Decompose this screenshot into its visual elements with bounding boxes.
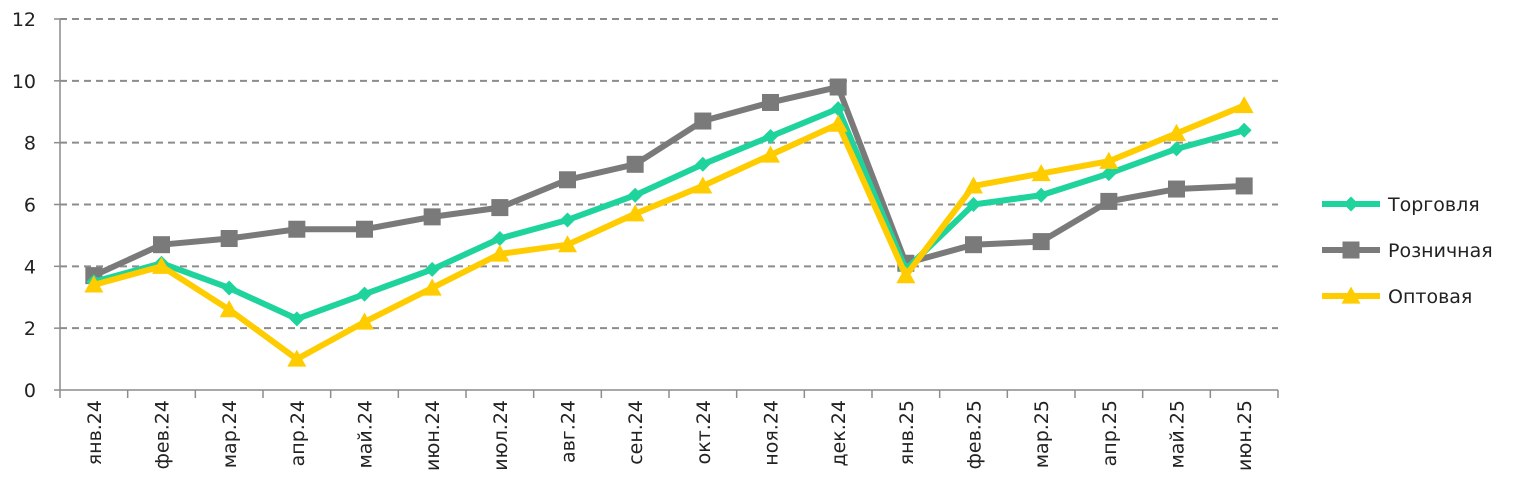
x-tick-label: апр.25 <box>1099 400 1121 466</box>
y-axis-ticks: 0 2 4 6 8 10 12 <box>12 9 60 402</box>
data-point <box>1234 96 1254 114</box>
data-point <box>694 112 712 130</box>
data-point <box>357 286 372 302</box>
data-point <box>424 261 440 277</box>
data-point <box>153 236 170 254</box>
data-point <box>287 349 307 367</box>
data-point <box>1168 180 1185 198</box>
x-tick-label: мар.25 <box>1031 400 1053 468</box>
x-tick-label: окт.24 <box>693 400 715 464</box>
legend-item: Оптовая <box>1322 286 1472 308</box>
y-tick-label: 0 <box>24 380 36 402</box>
data-point <box>763 128 778 144</box>
x-tick-label: мар.24 <box>219 400 241 468</box>
data-point <box>1169 141 1184 157</box>
data-point <box>84 275 104 293</box>
data-point <box>220 230 238 248</box>
data-point <box>762 93 779 111</box>
legend-swatch-marker <box>1341 286 1361 304</box>
x-tick-label: янв.24 <box>84 400 106 465</box>
series-2 <box>85 78 1253 285</box>
data-point <box>219 300 239 318</box>
data-point <box>559 171 576 189</box>
y-tick-label: 12 <box>12 9 36 31</box>
data-point <box>1235 177 1253 195</box>
legend: Торговля Розничная Оптовая <box>1322 194 1493 308</box>
data-point <box>1033 187 1049 203</box>
data-point <box>490 244 510 262</box>
data-point <box>1032 233 1050 251</box>
data-point <box>693 176 713 194</box>
data-point <box>423 208 441 226</box>
data-point <box>1236 122 1252 138</box>
x-tick-label: дек.24 <box>828 400 850 467</box>
x-tick-label: апр.24 <box>287 400 309 466</box>
y-tick-label: 2 <box>24 318 36 340</box>
data-point <box>966 197 981 212</box>
y-tick-label: 10 <box>12 71 36 93</box>
data-point <box>1099 151 1119 169</box>
data-point <box>288 220 306 238</box>
x-tick-label: сен.24 <box>625 400 647 465</box>
data-point <box>829 78 847 96</box>
data-point <box>355 312 374 330</box>
data-point <box>422 278 442 296</box>
data-point <box>492 231 508 247</box>
data-point <box>356 220 373 238</box>
x-tick-label: авг.24 <box>558 400 580 463</box>
data-point <box>1031 164 1051 182</box>
data-point <box>828 114 848 132</box>
legend-item: Розничная <box>1322 240 1493 262</box>
data-point <box>761 145 780 163</box>
data-point <box>221 280 237 296</box>
y-tick-label: 8 <box>24 133 36 155</box>
data-point <box>965 236 982 254</box>
x-tick-label: май.25 <box>1167 400 1189 469</box>
x-tick-label: июн.25 <box>1234 400 1256 471</box>
data-point <box>152 256 171 274</box>
x-tick-label: май.24 <box>355 400 377 469</box>
legend-swatch-marker <box>1342 241 1360 259</box>
gridlines <box>60 18 1278 330</box>
data-point <box>625 204 645 222</box>
series-1 <box>86 101 1252 327</box>
legend-item: Торговля <box>1322 194 1480 216</box>
x-tick-label: янв.25 <box>896 400 918 465</box>
y-tick-label: 4 <box>24 256 36 278</box>
series-line <box>93 105 1245 322</box>
data-point <box>289 311 305 327</box>
x-tick-label: ноя.24 <box>761 400 783 466</box>
data-point <box>1167 123 1186 141</box>
data-point <box>830 101 846 117</box>
data-point <box>1100 192 1118 210</box>
data-point <box>964 176 983 194</box>
legend-label: Торговля <box>1387 194 1480 216</box>
series-3 <box>84 96 1254 367</box>
x-axis-ticks: янв.24 фев.24 мар.24 апр.24 май.24 июн.24 июл.… <box>59 390 1279 471</box>
data-point <box>896 266 916 284</box>
data-point <box>1101 166 1117 182</box>
series-group <box>84 78 1254 367</box>
x-tick-label: июл.24 <box>490 400 512 471</box>
data-point <box>491 199 509 217</box>
series-line <box>92 84 1245 279</box>
series-line <box>93 102 1246 363</box>
x-tick-label: июн.24 <box>422 400 444 471</box>
data-point <box>626 155 644 173</box>
legend-swatch-marker <box>1343 196 1359 212</box>
x-tick-label: фев.25 <box>964 400 986 469</box>
x-tick-label: фев.24 <box>152 400 174 469</box>
legend-label: Оптовая <box>1388 286 1472 308</box>
data-point <box>627 187 643 203</box>
data-point <box>560 212 575 228</box>
y-tick-label: 6 <box>24 195 36 217</box>
data-point <box>695 156 711 172</box>
legend-label: Розничная <box>1388 240 1493 262</box>
data-point <box>558 235 577 253</box>
